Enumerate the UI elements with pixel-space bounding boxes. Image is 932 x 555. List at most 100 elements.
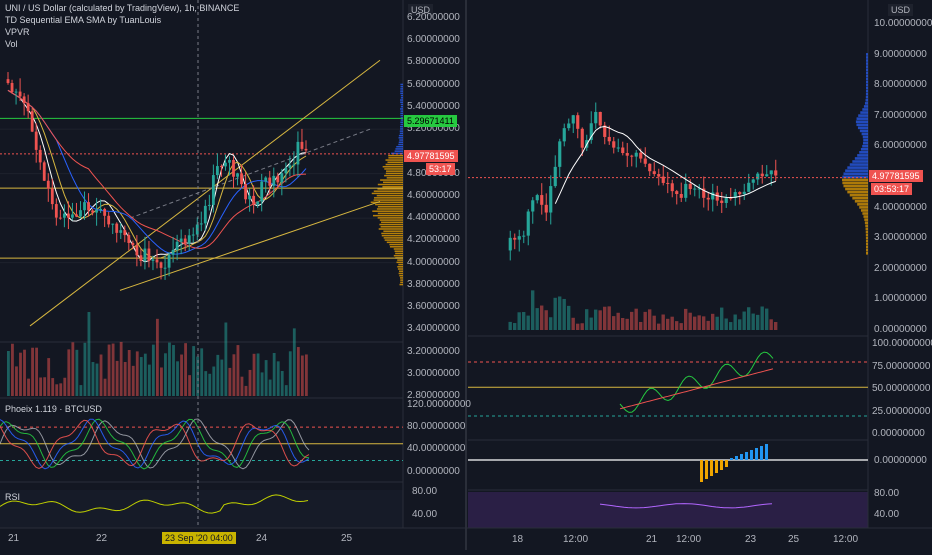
- volume-profile-bar: [862, 108, 868, 111]
- volume-bar: [15, 366, 18, 396]
- candle-body: [706, 197, 710, 200]
- channel-line: [29, 59, 381, 327]
- price-tick: 4.00000000: [874, 201, 927, 213]
- volume-profile-bar: [857, 126, 868, 130]
- volume-bar: [634, 308, 638, 330]
- volume-bar: [67, 349, 71, 396]
- candle-body: [143, 248, 147, 261]
- volume-profile-bar: [866, 56, 868, 59]
- histogram-bar: [705, 460, 708, 479]
- volume-profile-bar: [865, 92, 868, 96]
- volume-bar: [236, 345, 240, 396]
- candle-body: [630, 155, 634, 157]
- phoenix-tick: 80.00000000: [407, 421, 466, 433]
- phoenix-line: [0, 418, 310, 470]
- oscillator-line: [619, 368, 774, 410]
- volume-profile-bar: [847, 190, 868, 194]
- volume-bar: [139, 357, 143, 396]
- volume-profile-bar: [400, 92, 403, 95]
- volume-profile-bar: [383, 230, 403, 232]
- volume-bar: [164, 353, 167, 396]
- candle-body: [280, 173, 284, 183]
- histogram-bar: [750, 450, 753, 460]
- volume-profile-bar: [378, 228, 403, 230]
- candle-body: [203, 205, 207, 224]
- volume-profile-bar: [400, 110, 403, 112]
- volume-profile-bar: [865, 83, 868, 87]
- indicator-vol[interactable]: Vol: [5, 39, 18, 49]
- volume-bar: [71, 342, 75, 396]
- volume-profile-bar: [866, 62, 868, 65]
- volume-bar: [147, 364, 151, 396]
- volume-bar: [711, 313, 715, 330]
- volume-profile-bar: [387, 161, 403, 164]
- volume-profile-bar: [380, 179, 403, 181]
- volume-profile-bar: [388, 157, 403, 159]
- histogram-bar: [765, 444, 768, 460]
- price-tick: 7.00000000: [874, 109, 927, 121]
- volume-bar: [232, 354, 236, 396]
- volume-bar: [276, 361, 280, 396]
- volume-profile-bar: [400, 90, 403, 92]
- volume-profile-bar: [385, 163, 403, 166]
- rsi-tick: 40.00: [874, 509, 900, 521]
- candle-body: [304, 148, 308, 151]
- price-tick: 5.40000000: [407, 100, 460, 112]
- candle-body: [67, 213, 70, 218]
- phoenix-indicator-label[interactable]: Phoeix 1.119 · BTCUSD: [5, 404, 102, 414]
- oscillator-tick: 0.00000000: [872, 428, 925, 439]
- volume-bar: [630, 311, 634, 330]
- volume-profile-bar: [854, 199, 868, 203]
- candle-body: [50, 188, 54, 205]
- volume-profile-bar: [845, 169, 868, 172]
- candle-body: [26, 103, 30, 112]
- volume-profile-bar: [845, 187, 868, 191]
- histogram-bar: [710, 460, 713, 476]
- candle-body: [232, 159, 235, 177]
- right-currency-label[interactable]: USD: [888, 4, 914, 16]
- volume-profile-bar: [386, 241, 403, 244]
- candle-body: [284, 167, 288, 174]
- volume-profile-bar: [400, 112, 403, 115]
- phoenix-line: [0, 418, 310, 470]
- volume-profile-bar: [400, 97, 403, 99]
- volume-profile-bar: [864, 102, 868, 105]
- volume-bar: [160, 367, 163, 396]
- volume-profile-bar: [400, 114, 403, 117]
- volume-bar: [751, 313, 755, 330]
- symbol-title[interactable]: UNI / US Dollar (calculated by TradingVi…: [5, 3, 240, 13]
- right-histogram: [468, 444, 868, 482]
- volume-bar: [697, 315, 701, 330]
- right-oscillator: [468, 351, 868, 417]
- volume-bar: [760, 306, 764, 330]
- candle-body: [567, 123, 571, 129]
- indicator-vpvr[interactable]: VPVR: [5, 27, 30, 37]
- left-candles: [6, 72, 308, 280]
- crosshair-time-tag: 23 Sep '20 04:00: [162, 532, 236, 544]
- candle-body: [643, 158, 647, 164]
- left-currency-label[interactable]: USD: [408, 4, 434, 16]
- volume-bar: [131, 365, 135, 396]
- candle-body: [276, 175, 280, 183]
- volume-bar: [31, 347, 34, 396]
- indicator-td-sequential[interactable]: TD Sequential EMA SMA by TuanLouis: [5, 15, 162, 25]
- volume-bar: [576, 323, 580, 330]
- candle-body: [127, 235, 131, 243]
- volume-bar: [111, 343, 115, 396]
- volume-bar: [248, 369, 252, 396]
- right-panes: [468, 336, 868, 528]
- volume-profile-bar: [865, 248, 868, 252]
- candle-body: [199, 223, 203, 225]
- right-volume-profile: [842, 53, 868, 255]
- candle-body: [46, 180, 50, 189]
- volume-bar: [603, 306, 607, 330]
- volume-bar: [55, 384, 59, 396]
- volume-bar: [39, 377, 43, 396]
- volume-bar: [75, 349, 79, 396]
- rsi-indicator-label[interactable]: RSI: [5, 492, 21, 502]
- volume-profile-bar: [370, 201, 403, 204]
- volume-bar: [83, 342, 87, 396]
- time-tick: 22: [96, 533, 108, 544]
- volume-bar: [87, 312, 91, 396]
